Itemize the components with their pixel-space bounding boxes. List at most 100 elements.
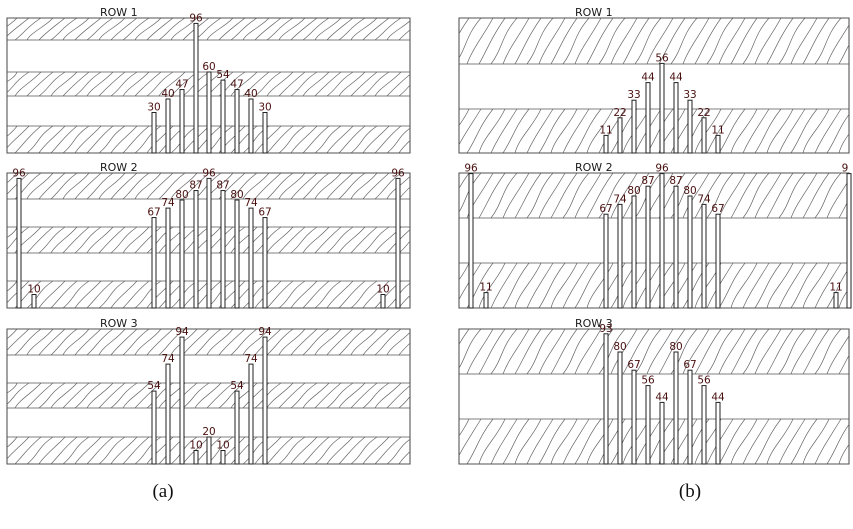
bar-label: 20 (202, 426, 215, 438)
bar (16, 177, 22, 309)
bar-label: 96 (391, 167, 405, 179)
bar-label: 47 (230, 79, 243, 91)
bar (645, 185, 651, 309)
bar (31, 294, 37, 309)
labels-layer: 3040479660544740309610677480879687807467… (12, 12, 848, 451)
bar (380, 294, 386, 309)
bar (151, 390, 157, 465)
bar-label: 11 (599, 124, 612, 136)
bar-label: 80 (175, 189, 188, 201)
bar-label: 67 (599, 203, 612, 215)
bar (206, 177, 212, 309)
bar-label: 67 (683, 359, 696, 371)
bar (179, 336, 185, 465)
bar (234, 390, 240, 465)
bar (165, 98, 171, 154)
bar (165, 363, 171, 465)
bar (846, 173, 852, 309)
row-title: ROW 2 (100, 161, 138, 174)
board-outline (458, 328, 850, 465)
bar-label: 56 (697, 375, 711, 387)
boards-layer: ROW 1 ROW 2 ROW 3 ROW 1 ROW 2 ROW 3 (6, 6, 850, 465)
bar-label: 74 (613, 193, 627, 205)
bar-label: 67 (258, 207, 271, 219)
bar-label: 80 (683, 185, 696, 197)
bar-label: 60 (202, 61, 215, 73)
row-title: ROW 2 (575, 161, 613, 174)
bar-label: 87 (641, 175, 654, 187)
bar (234, 199, 240, 309)
bar-label: 87 (669, 175, 682, 187)
bar (220, 79, 226, 154)
bar (262, 217, 268, 309)
bar-label: 74 (697, 193, 711, 205)
bar-label: 94 (258, 326, 272, 338)
bar (701, 117, 707, 154)
bar (701, 203, 707, 309)
bar (687, 195, 693, 309)
bar (483, 292, 489, 309)
row-title: ROW 3 (100, 317, 138, 330)
bar (179, 89, 185, 154)
bar-label: 74 (244, 197, 258, 209)
bar (617, 117, 623, 154)
bar (715, 213, 721, 309)
bar-label: 54 (216, 69, 230, 81)
bar (248, 98, 254, 154)
bar-label: 94 (175, 326, 189, 338)
bar-label: 80 (230, 189, 243, 201)
bar-label: 56 (655, 52, 669, 64)
bar-label: 10 (216, 440, 229, 452)
bar (673, 351, 679, 465)
bar (248, 207, 254, 309)
row-title: ROW 3 (575, 317, 613, 330)
bar (715, 401, 721, 465)
bar-label: 33 (683, 89, 696, 101)
bar (645, 385, 651, 465)
bar (617, 203, 623, 309)
wood-grain (459, 18, 849, 153)
bar (262, 112, 268, 154)
board-outline (458, 17, 850, 154)
bar-label: 44 (711, 391, 725, 403)
bar-label: 74 (244, 353, 258, 365)
bar (220, 450, 226, 465)
bar-label: 40 (161, 88, 174, 100)
bar (645, 82, 651, 154)
bar-label: 74 (161, 353, 175, 365)
bar (234, 89, 240, 154)
bar (193, 22, 199, 154)
bar (659, 401, 665, 465)
bar (687, 99, 693, 154)
bar-label: 54 (230, 380, 244, 392)
bar-label: 10 (376, 284, 389, 296)
bar (206, 71, 212, 154)
bar-label: 87 (216, 180, 229, 192)
bar (468, 173, 474, 309)
bar-label: 56 (641, 375, 655, 387)
bar-label: 67 (711, 203, 724, 215)
bar-label: 44 (655, 391, 669, 403)
board-outline (458, 172, 850, 309)
bar-label: 11 (479, 282, 492, 294)
bar (715, 134, 721, 154)
bar (603, 134, 609, 154)
bar (833, 292, 839, 309)
bar (617, 351, 623, 465)
board-1-0: ROW 1 (458, 6, 850, 154)
bar (687, 369, 693, 465)
bar-label: 11 (829, 282, 842, 294)
panel-caption-a: (a) (152, 481, 173, 502)
bar (631, 99, 637, 154)
bar-label: 30 (258, 102, 271, 114)
bar (659, 62, 665, 154)
bar-label: 33 (627, 89, 640, 101)
bar-label: 96 (189, 12, 203, 24)
bar-label: 67 (147, 207, 160, 219)
bar (631, 195, 637, 309)
bar-label: 54 (147, 380, 161, 392)
board-1-1: ROW 2 (458, 161, 850, 309)
bar (603, 213, 609, 309)
bar-label: 96 (202, 167, 216, 179)
bar-label: 47 (175, 79, 188, 91)
